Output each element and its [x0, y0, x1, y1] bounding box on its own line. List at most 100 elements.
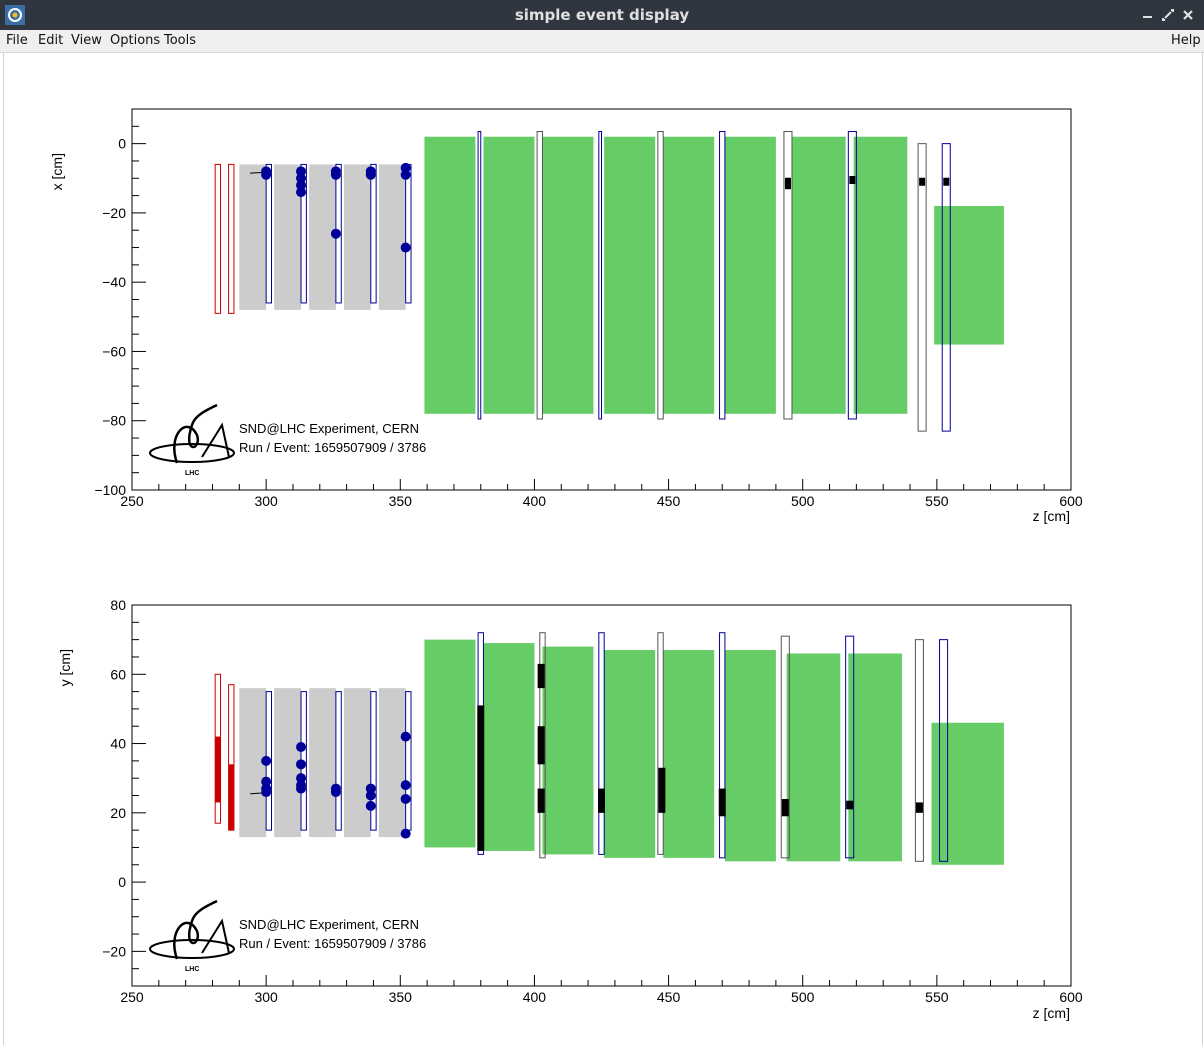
- muon-filter-block: [931, 722, 1004, 865]
- panel-top-view: 250 300 350 400 450 500 550 600 0 −20 −40 −60 −80 −10…: [49, 108, 1083, 524]
- event-display-canvas[interactable]: 250 300 350 400 450 500 550 600 0 −20 −40 −60 −80 −10…: [3, 53, 1203, 1045]
- muon-hit-segment: [477, 705, 485, 851]
- scifi-plane: [335, 691, 342, 831]
- scifi-hit: [261, 166, 272, 177]
- y-tick-label: −100: [94, 482, 126, 498]
- scifi-hit: [365, 800, 376, 811]
- muon-filter-block: [791, 136, 846, 414]
- muon-plane-outline: [847, 131, 857, 420]
- muon-filter-block: [483, 136, 535, 414]
- scifi-hit: [400, 828, 411, 839]
- scifi-hit: [296, 773, 307, 784]
- muon-plane-outline: [783, 131, 793, 420]
- scifi-hit: [296, 783, 307, 794]
- muon-hit-segment: [537, 726, 545, 765]
- scifi-hit: [330, 228, 341, 239]
- panel-side-view: 250 300 350 400 450 500 550 600 80 60 40 20 0 −20 z […: [57, 597, 1083, 1021]
- x-tick-label: 600: [1059, 493, 1083, 509]
- muon-hit-segment: [718, 788, 726, 817]
- muon-hit: [919, 177, 926, 186]
- experiment-label-top: SND@LHC Experiment, CERN: [239, 421, 419, 436]
- x-tick-label: 250: [120, 493, 144, 509]
- side-ylabel: y [cm]: [57, 649, 73, 686]
- scifi-plane: [370, 691, 377, 831]
- window-title: simple event display: [514, 6, 690, 24]
- side-view-axes: 250 300 350 400 450 500 550 600 80 60 40 20 0 −20: [102, 597, 1083, 1005]
- muon-plane-outline: [477, 131, 482, 420]
- muon-plane-outline: [657, 131, 664, 420]
- scifi-hit: [330, 169, 341, 180]
- side-view-content: [214, 632, 1004, 865]
- muon-filter-block: [483, 643, 535, 851]
- muon-hit: [849, 176, 856, 185]
- y-tick-label: 40: [110, 736, 126, 752]
- snd-logo-side: LHC: [149, 899, 235, 973]
- y-tick-label: −40: [102, 274, 126, 290]
- close-icon[interactable]: [1180, 7, 1196, 23]
- logo-lhc-text: LHC: [185, 966, 199, 973]
- muon-hit-segment: [781, 798, 789, 817]
- scifi-hit: [400, 162, 411, 173]
- scifi-hit: [296, 173, 307, 184]
- scifi-hit: [400, 793, 411, 804]
- scifi-hit: [296, 759, 307, 770]
- muon-plane-outline: [657, 632, 664, 855]
- x-tick-label: 400: [523, 989, 547, 1005]
- y-tick-label: −60: [102, 343, 126, 359]
- veto-hit: [215, 736, 221, 803]
- top-view-content: [214, 131, 1004, 432]
- muon-filter-block: [848, 653, 902, 862]
- top-view-axes: 250 300 350 400 450 500 550 600 0 −20 −40 −60 −80 −10…: [94, 108, 1083, 509]
- maximize-icon[interactable]: [1160, 7, 1176, 23]
- menu-options[interactable]: Options: [110, 33, 161, 48]
- muon-plane-outline: [598, 632, 605, 855]
- x-tick-label: 300: [254, 989, 278, 1005]
- muon-plane-outline: [917, 143, 927, 432]
- muon-plane-outline: [914, 639, 924, 862]
- muon-filter-block: [424, 639, 476, 848]
- root-app-icon[interactable]: [5, 5, 25, 25]
- menu-tools[interactable]: Tools: [164, 33, 197, 48]
- muon-plane-outline: [719, 632, 726, 859]
- target-wall: [309, 688, 336, 838]
- top-ylabel: x [cm]: [49, 153, 65, 190]
- muon-hit-segment: [658, 767, 666, 813]
- scifi-hit: [330, 787, 341, 798]
- side-xlabel: z [cm]: [1033, 1005, 1070, 1021]
- y-tick-label: 20: [110, 805, 126, 821]
- muon-plane-outline: [941, 143, 951, 432]
- muon-plane-outline: [536, 131, 543, 420]
- minimize-icon[interactable]: [1140, 7, 1156, 23]
- veto-hit: [228, 764, 234, 831]
- x-tick-label: 450: [657, 493, 681, 509]
- muon-filter-block: [786, 653, 841, 862]
- scifi-plane: [300, 163, 307, 304]
- event-display-svg: 250 300 350 400 450 500 550 6000−20−40−60−80−10…: [49, 108, 1083, 1021]
- x-tick-label: 350: [389, 493, 413, 509]
- target-wall: [274, 164, 302, 310]
- scifi-hit: [365, 783, 376, 794]
- muon-filter-block: [604, 136, 656, 414]
- x-tick-label: 550: [925, 989, 949, 1005]
- x-tick-label: 400: [523, 493, 547, 509]
- y-tick-label: 80: [110, 597, 126, 613]
- scifi-hit: [365, 169, 376, 180]
- muon-filter-block: [934, 205, 1004, 345]
- y-tick-label: −20: [102, 943, 126, 959]
- muon-plane-outline: [719, 131, 726, 420]
- muon-hit: [784, 181, 791, 190]
- scifi-hit: [400, 242, 411, 253]
- scifi-hit: [296, 166, 307, 177]
- menu-view[interactable]: View: [71, 33, 102, 48]
- muon-filter-block: [604, 650, 656, 858]
- menu-bar: File Edit View Options Tools Help: [0, 30, 1204, 53]
- muon-filter-block: [424, 136, 476, 414]
- menu-edit[interactable]: Edit: [38, 33, 64, 48]
- target-wall: [378, 688, 406, 838]
- muon-filter-block: [724, 136, 776, 414]
- menu-help[interactable]: Help: [1171, 33, 1201, 48]
- menu-file[interactable]: File: [6, 33, 28, 48]
- muon-hit-segment: [537, 788, 545, 813]
- x-tick-label: 550: [925, 493, 949, 509]
- scifi-plane: [265, 163, 273, 304]
